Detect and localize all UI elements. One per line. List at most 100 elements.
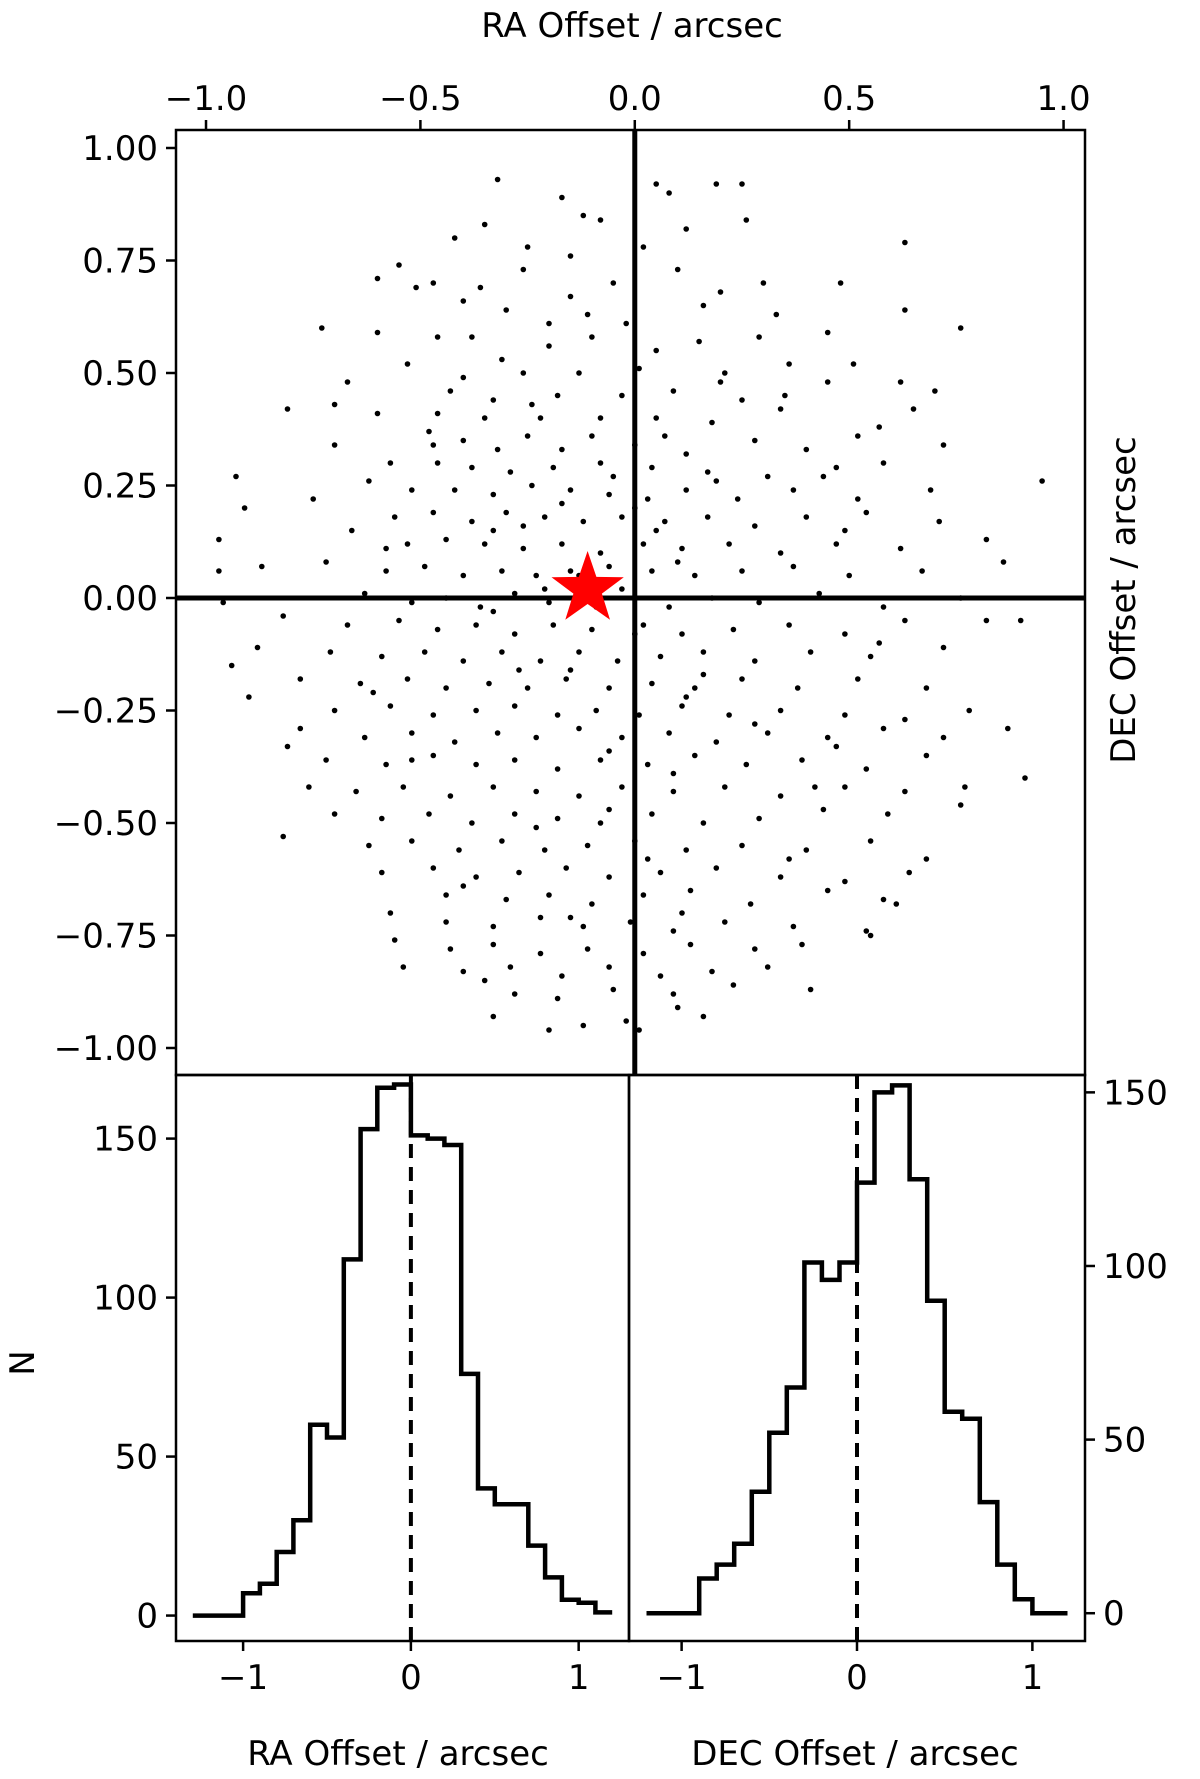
scatter-left-axis: 1.00 0.75 0.50 0.25 0.00 −0.25 −0.50 −0.75 −1.00 xyxy=(54,129,176,1069)
scatter-xlabel: RA Offset / arcsec xyxy=(481,6,783,46)
scatter-point xyxy=(790,563,797,570)
scatter-point xyxy=(490,1013,497,1020)
scatter-point xyxy=(430,712,437,718)
scatter-point xyxy=(704,514,711,520)
scatter-point xyxy=(554,392,561,399)
scatter-point xyxy=(867,838,874,844)
scatter-point xyxy=(486,680,492,687)
scatter-point xyxy=(216,568,222,574)
scatter-point xyxy=(597,820,604,826)
scatter-point xyxy=(1005,725,1011,732)
scatter-point xyxy=(777,874,784,880)
scatter-point xyxy=(597,550,604,556)
scatter-point xyxy=(469,464,475,471)
hist-dec-x-tick-label: 0 xyxy=(846,1658,868,1698)
scatter-point xyxy=(554,766,561,772)
scatter-point xyxy=(940,442,947,448)
scatter-point xyxy=(400,784,407,790)
scatter-point xyxy=(559,194,565,201)
scatter-point xyxy=(374,275,381,282)
scatter-point xyxy=(679,545,685,552)
scatter-point xyxy=(537,914,544,921)
scatter-point xyxy=(481,541,488,547)
scatter-point xyxy=(790,487,797,493)
scatter-point xyxy=(511,811,518,817)
scatter-point xyxy=(812,784,818,790)
scatter-point xyxy=(683,451,689,457)
scatter-point xyxy=(700,302,707,309)
scatter-point xyxy=(597,217,604,223)
scatter-point xyxy=(910,406,917,412)
scatter-point xyxy=(777,550,784,556)
scatter-x-tick-label: 0.0 xyxy=(608,79,662,119)
scatter-point xyxy=(902,239,908,246)
scatter-point xyxy=(606,874,612,880)
scatter-point xyxy=(503,896,510,903)
scatter-point xyxy=(520,545,527,552)
scatter-point xyxy=(636,1027,642,1033)
scatter-point xyxy=(451,235,458,241)
scatter-point xyxy=(799,941,805,948)
scatter-x-tick-label: −1.0 xyxy=(165,79,248,119)
scatter-point xyxy=(880,896,887,903)
scatter-point xyxy=(730,626,737,633)
scatter-point xyxy=(494,446,501,453)
scatter-point xyxy=(460,437,467,444)
scatter-point xyxy=(687,941,694,948)
scatter-point xyxy=(867,932,874,939)
scatter-y-tick-label: −0.75 xyxy=(54,917,158,957)
scatter-point xyxy=(739,397,745,403)
hist-dec-x-tick-label: −1 xyxy=(657,1658,707,1698)
scatter-point xyxy=(477,604,484,610)
scatter-point xyxy=(777,406,784,412)
scatter-point xyxy=(863,766,870,772)
scatter-point xyxy=(529,482,535,489)
scatter-point xyxy=(649,464,655,471)
scatter-y-tick-label: −0.50 xyxy=(54,804,158,844)
scatter-point xyxy=(619,734,625,741)
scatter-point xyxy=(503,307,510,313)
scatter-point xyxy=(379,815,385,822)
scatter-point xyxy=(657,973,664,979)
scatter-point xyxy=(842,631,848,637)
scatter-point xyxy=(443,685,449,691)
scatter-point xyxy=(610,280,617,286)
scatter-point xyxy=(580,923,587,930)
histogram-dec-bottom-axis: −1 0 1 xyxy=(657,1641,1043,1698)
scatter-point xyxy=(739,676,745,682)
scatter-point xyxy=(409,599,415,606)
scatter-point xyxy=(619,514,625,520)
hist-ra-y-tick-label: 0 xyxy=(136,1597,158,1637)
scatter-point xyxy=(580,1022,587,1029)
scatter-point xyxy=(683,487,689,493)
scatter-point xyxy=(803,514,810,520)
scatter-point xyxy=(777,707,784,714)
scatter-point xyxy=(516,667,522,673)
scatter-point xyxy=(593,707,599,714)
scatter-point xyxy=(962,784,968,790)
scatter-point xyxy=(649,811,655,817)
hist-ra-x-tick-label: −1 xyxy=(218,1658,268,1698)
scatter-point xyxy=(670,770,677,777)
scatter-point xyxy=(983,617,990,624)
scatter-point xyxy=(739,568,745,574)
scatter-point xyxy=(507,964,514,970)
scatter-point xyxy=(430,442,437,448)
scatter-y-tick-label: 0.00 xyxy=(82,579,158,619)
scatter-point xyxy=(520,370,527,376)
scatter-point xyxy=(541,586,548,592)
scatter-point xyxy=(391,937,398,943)
scatter-point xyxy=(824,379,831,385)
scatter-point xyxy=(649,568,655,574)
scatter-point xyxy=(344,622,351,628)
scatter-point xyxy=(636,365,642,372)
scatter-point xyxy=(319,325,325,331)
scatter-point xyxy=(546,1027,552,1033)
scatter-point xyxy=(940,734,947,741)
scatter-point xyxy=(220,599,226,606)
scatter-point xyxy=(846,572,852,579)
scatter-point xyxy=(786,622,792,628)
scatter-point xyxy=(280,613,287,619)
scatter-point xyxy=(430,865,437,871)
